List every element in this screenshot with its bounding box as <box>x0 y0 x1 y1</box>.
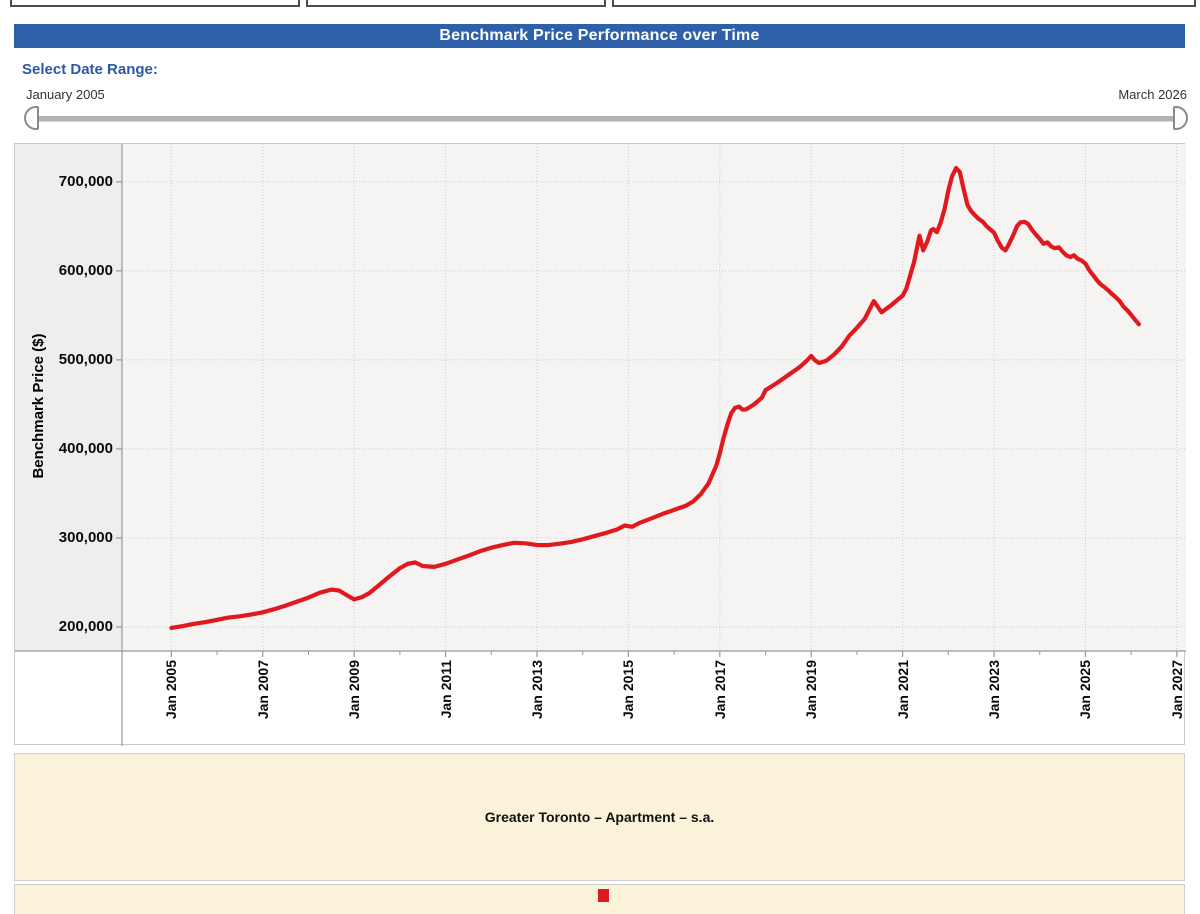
page-title: Benchmark Price Performance over Time <box>14 24 1185 48</box>
benchmark-price-chart: Benchmark Price ($) 200,000 300,000 400,00… <box>14 143 1186 746</box>
x-tick-label: Jan 2015 <box>620 660 637 720</box>
legend-series-title: Greater Toronto – Apartment – s.a. <box>484 809 715 825</box>
x-tick-label: Jan 2021 <box>894 660 911 720</box>
x-tick-label: Jan 2019 <box>803 660 820 720</box>
legend-strip <box>14 884 1185 914</box>
price-line-series <box>169 165 1142 630</box>
x-tick-label: Jan 2027 <box>1168 660 1185 720</box>
top-dropdown-2[interactable] <box>306 0 606 7</box>
date-range-slider-handle-end[interactable] <box>1173 106 1188 130</box>
x-tick-label: Jan 2013 <box>528 660 545 720</box>
x-tick-label: Jan 2009 <box>346 660 363 720</box>
x-tick-label: Jan 2023 <box>986 660 1003 720</box>
top-dropdown-1[interactable] <box>10 0 300 7</box>
x-tick-label: Jan 2007 <box>254 660 271 720</box>
y-axis-label-strip <box>15 144 122 651</box>
date-range-end-value: March 2026 <box>1118 87 1187 102</box>
plot-area <box>122 144 1186 651</box>
y-tick-label: 500,000 <box>58 350 113 368</box>
y-axis-title: Benchmark Price ($) <box>30 333 47 479</box>
date-range-slider-track[interactable] <box>28 116 1188 121</box>
y-tick-label: 700,000 <box>58 172 113 190</box>
x-tick-label: Jan 2025 <box>1077 660 1094 720</box>
legend-red-square-marker <box>598 889 609 902</box>
y-tick-label: 600,000 <box>58 261 113 279</box>
legend-series-title-box: Greater Toronto – Apartment – s.a. <box>14 753 1185 881</box>
date-range-start-value: January 2005 <box>26 87 105 102</box>
y-tick-label: 300,000 <box>58 528 113 546</box>
date-range-slider-handle-start[interactable] <box>24 106 39 130</box>
y-tick-label: 400,000 <box>58 439 113 457</box>
top-dropdown-3[interactable] <box>612 0 1196 7</box>
date-range-label: Select Date Range: <box>22 61 158 78</box>
x-tick-label: Jan 2017 <box>711 660 728 720</box>
chart-svg <box>15 144 1186 746</box>
y-tick-label: 200,000 <box>58 617 113 635</box>
x-tick-label: Jan 2011 <box>437 660 454 719</box>
x-tick-label: Jan 2005 <box>163 660 180 720</box>
